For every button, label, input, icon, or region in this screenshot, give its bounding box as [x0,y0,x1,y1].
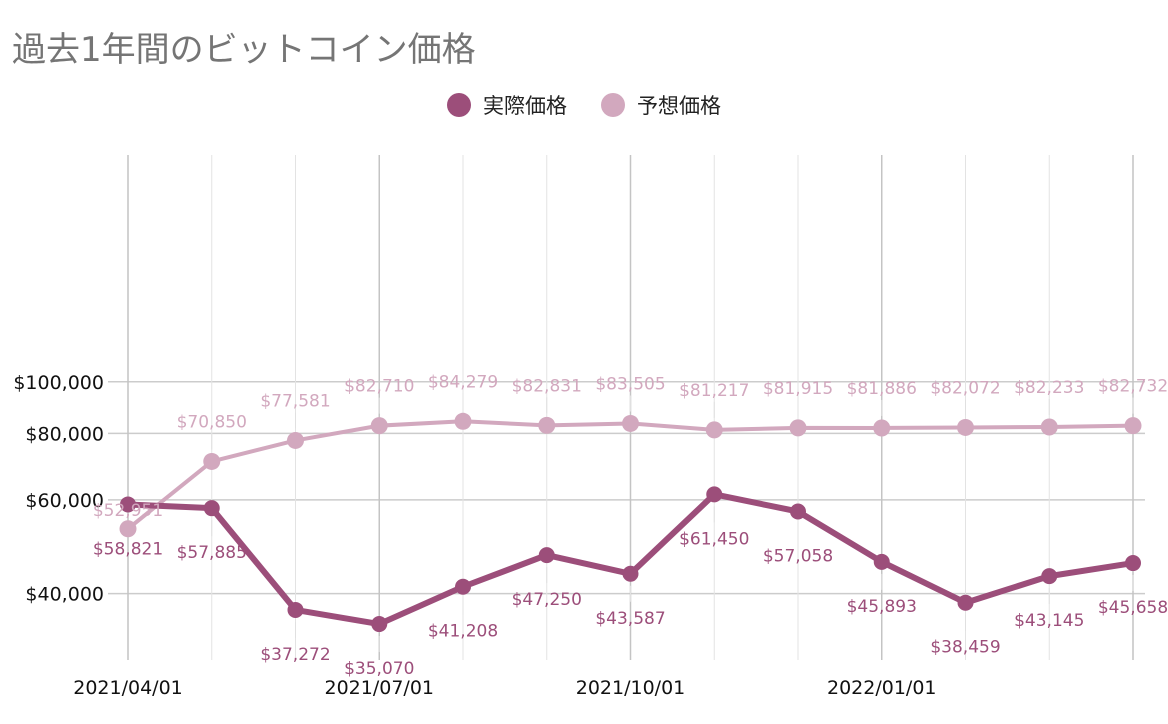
data-label-actual: $35,070 [344,659,414,679]
x-tick-label: 2022/01/01 [827,677,937,699]
data-point-forecast [203,452,221,470]
data-label-actual: $61,450 [679,529,749,549]
data-point-forecast [370,417,388,435]
legend-item-forecast: 予想価格 [601,90,721,120]
data-point-actual [873,553,890,570]
data-label-actual: $43,145 [1014,611,1084,631]
data-point-forecast [119,520,137,538]
data-point-actual [622,565,639,582]
data-label-actual: $43,587 [595,609,665,629]
data-point-actual [1041,568,1058,585]
data-point-actual [1125,555,1141,572]
legend-swatch-forecast [601,93,625,117]
data-point-actual [538,547,555,564]
y-tick-label: $40,000 [25,584,104,606]
legend-swatch-actual [447,93,471,117]
chart-title: 過去1年間のビットコイン価格 [12,30,476,70]
data-point-forecast [789,419,807,437]
data-label-actual: $58,821 [93,539,163,559]
legend-label-forecast: 予想価格 [637,94,721,118]
data-label-forecast: $84,279 [428,372,498,392]
data-label-forecast: $82,233 [1014,378,1084,398]
y-tick-label: $60,000 [25,490,104,512]
data-point-forecast [622,414,639,432]
data-point-forecast [1040,418,1058,436]
data-label-actual: $45,658 [1098,598,1168,618]
x-tick-label: 2021/04/01 [73,677,183,699]
data-point-actual [790,503,806,520]
y-tick-label: $80,000 [25,423,104,445]
data-label-forecast: $82,072 [930,378,1000,398]
data-point-forecast [873,419,891,437]
y-tick-label: $100,000 [13,372,104,394]
data-label-actual: $57,058 [763,546,833,566]
data-label-forecast: $82,831 [512,376,582,396]
data-label-actual: $38,459 [930,638,1000,658]
data-point-forecast [538,416,556,434]
data-point-forecast [705,421,723,439]
data-label-actual: $57,885 [177,543,247,563]
x-tick-label: 2021/07/01 [324,677,434,699]
data-label-forecast: $83,505 [595,374,665,394]
data-point-forecast [287,431,304,449]
data-label-actual: $37,272 [260,645,330,665]
data-point-forecast [957,418,974,436]
legend-label-actual: 実際価格 [483,94,567,118]
data-label-forecast: $81,886 [847,379,917,399]
data-label-forecast: $81,915 [763,379,833,399]
data-point-actual [371,616,388,633]
data-label-forecast: $81,217 [679,381,749,401]
data-point-actual [120,496,136,513]
data-point-forecast [454,412,472,430]
data-point-actual [706,486,723,503]
data-label-forecast: $82,732 [1098,377,1168,397]
chart-legend: 実際価格 予想価格 [0,90,1168,120]
data-label-actual: $45,893 [847,597,917,617]
x-tick-label: 2021/10/01 [576,677,686,699]
data-label-forecast: $70,850 [177,412,247,432]
legend-item-actual: 実際価格 [447,90,567,120]
data-point-actual [287,601,304,618]
data-label-actual: $41,208 [428,622,498,642]
data-label-forecast: $77,581 [260,391,330,411]
data-point-actual [455,578,471,595]
data-label-actual: $47,250 [512,590,582,610]
data-label-forecast: $82,710 [344,377,414,397]
data-point-actual [957,594,974,611]
data-point-forecast [1124,417,1142,435]
data-label-forecast: $52,951 [93,501,163,521]
data-point-actual [203,500,220,517]
